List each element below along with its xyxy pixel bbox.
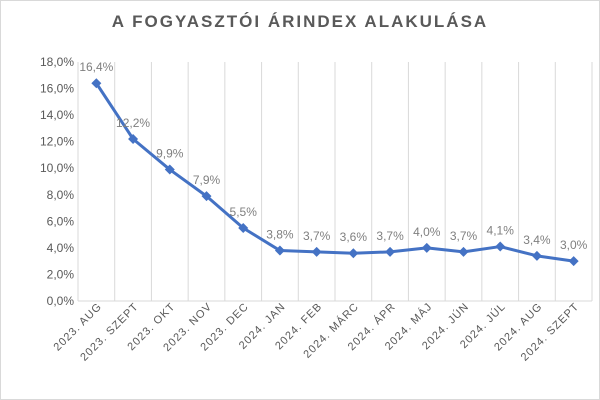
y-tick-label: 10,0% bbox=[40, 161, 74, 175]
gridlines bbox=[77, 62, 593, 301]
data-label: 16,4% bbox=[79, 60, 113, 74]
data-label: 5,5% bbox=[230, 205, 258, 219]
y-tick-label: 18,0% bbox=[40, 55, 74, 69]
y-tick-label: 2,0% bbox=[47, 267, 75, 281]
data-point bbox=[348, 248, 359, 259]
y-tick-label: 0,0% bbox=[47, 294, 75, 308]
data-label: 3,0% bbox=[560, 238, 588, 252]
data-point bbox=[568, 256, 579, 267]
data-label: 4,1% bbox=[487, 224, 515, 238]
data-point bbox=[238, 222, 249, 233]
data-label: 3,4% bbox=[523, 233, 551, 247]
data-label: 3,8% bbox=[266, 228, 294, 242]
data-label: 3,6% bbox=[340, 230, 368, 244]
y-axis: 0,0% 2,0% 4,0% 6,0% 8,0% 10,0% 12,0% 14,0% 16,0%… bbox=[40, 55, 74, 308]
data-point bbox=[274, 245, 285, 256]
data-point bbox=[495, 241, 506, 252]
data-label: 4,0% bbox=[413, 225, 441, 239]
data-point bbox=[385, 246, 396, 257]
data-point bbox=[311, 246, 322, 257]
data-point bbox=[201, 191, 212, 202]
y-tick-label: 14,0% bbox=[40, 108, 74, 122]
y-tick-label: 12,0% bbox=[40, 135, 74, 149]
data-point bbox=[164, 164, 175, 175]
data-labels: 16,4% 12,2% 9,9% 7,9% 5,5% 3,8% 3,7% 3,6% 3,7% 4,… bbox=[79, 60, 587, 252]
y-tick-label: 16,0% bbox=[40, 82, 74, 96]
y-tick-label: 4,0% bbox=[47, 241, 75, 255]
data-point bbox=[531, 250, 542, 261]
data-point bbox=[458, 246, 469, 257]
data-label: 12,2% bbox=[116, 116, 150, 130]
data-label: 9,9% bbox=[156, 147, 184, 161]
data-point bbox=[421, 242, 432, 253]
series-line bbox=[94, 81, 576, 263]
data-point bbox=[128, 134, 139, 145]
y-tick-label: 6,0% bbox=[47, 214, 75, 228]
data-label: 3,7% bbox=[450, 229, 478, 243]
data-label: 3,7% bbox=[303, 229, 331, 243]
data-point bbox=[91, 78, 102, 89]
series-markers bbox=[91, 78, 579, 267]
data-label: 7,9% bbox=[193, 173, 221, 187]
data-label: 3,7% bbox=[376, 229, 404, 243]
chart-title: A FOGYASZTÓI ÁRINDEX ALAKULÁSA bbox=[111, 12, 489, 31]
y-tick-label: 8,0% bbox=[47, 188, 75, 202]
